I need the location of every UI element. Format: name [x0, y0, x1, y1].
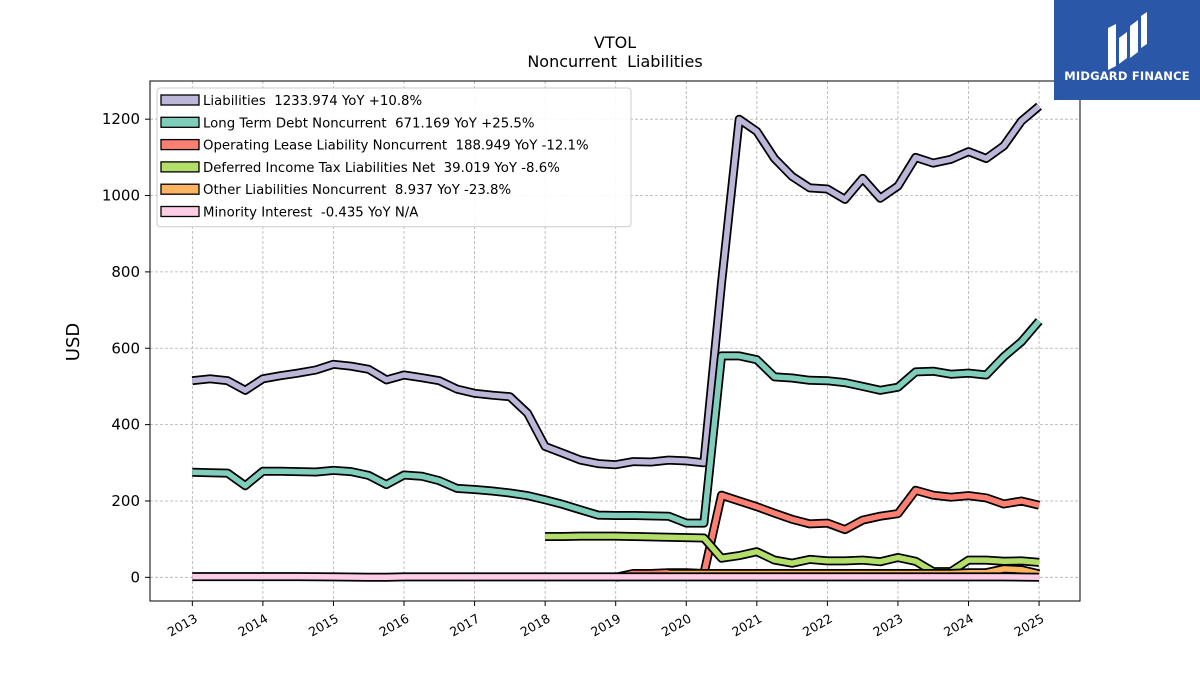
x-tick-label: 2025 — [1012, 611, 1047, 640]
x-tick-label: 2013 — [165, 611, 200, 640]
legend-swatch — [160, 94, 200, 106]
y-tick-label: 400 — [111, 416, 140, 434]
y-axis-label: USD — [63, 323, 84, 361]
series-long-term-debt-noncurrent — [192, 318, 1043, 528]
x-tick-label: 2020 — [659, 611, 694, 640]
legend-swatch — [160, 116, 200, 128]
legend-swatch — [160, 205, 200, 218]
legend-label: Other Liabilities Noncurrent 8.937 YoY -… — [203, 183, 511, 198]
x-tick-label: 2018 — [518, 611, 553, 640]
series-liabilities — [191, 102, 1042, 470]
midgard-logo-icon — [1108, 12, 1147, 70]
legend-label: Long Term Debt Noncurrent 671.169 YoY +2… — [203, 116, 535, 131]
y-tick-label: 1200 — [102, 110, 140, 128]
legend-swatch — [160, 138, 200, 151]
legend-label: Operating Lease Liability Noncurrent 188… — [203, 139, 589, 154]
legend: Liabilities 1233.974 YoY +10.8% Long Term… — [156, 87, 632, 228]
legend-label: Liabilities 1233.974 YoY +10.8% — [203, 94, 422, 109]
x-tick-label: 2016 — [376, 611, 411, 640]
series-line — [192, 573, 1040, 581]
brand-name: MIDGARD FINANCE — [1064, 69, 1190, 83]
series-line-outline — [545, 531, 1040, 577]
y-tick-label: 200 — [111, 492, 140, 510]
x-tick-label: 2014 — [235, 611, 270, 640]
x-tick-label: 2017 — [447, 611, 482, 640]
series-layer — [191, 102, 1043, 582]
y-tick-label: 1000 — [102, 187, 140, 205]
x-tick-label: 2015 — [306, 611, 341, 640]
y-tick-label: 800 — [111, 263, 140, 281]
series-line — [192, 319, 1042, 526]
chart-subtitle: Noncurrent Liabilities — [527, 52, 702, 71]
axes-frame — [149, 80, 1081, 602]
legend-box — [156, 87, 632, 228]
legend-swatch — [160, 183, 200, 195]
legend-swatch — [160, 161, 200, 173]
series-minority-interest — [192, 572, 1040, 582]
x-tick-label: 2021 — [729, 611, 764, 640]
x-tick-label: 2023 — [870, 611, 905, 640]
series-deferred-income-tax-liabilities-net — [545, 531, 1040, 577]
x-tick-label: 2022 — [800, 611, 835, 640]
y-tick-label: 0 — [130, 568, 140, 586]
y-tick-label: 600 — [111, 339, 140, 357]
x-tick-label: 2024 — [941, 611, 976, 640]
legend-label: Deferred Income Tax Liabilities Net 39.0… — [203, 161, 560, 176]
series-line — [192, 104, 1041, 468]
x-tick-label: 2019 — [588, 611, 623, 640]
legend-label: Minority Interest -0.435 YoY N/A — [203, 206, 418, 221]
brand-logo: MIDGARD FINANCE — [1054, 0, 1200, 100]
series-line — [545, 533, 1040, 575]
chart-title: VTOL — [594, 33, 636, 52]
